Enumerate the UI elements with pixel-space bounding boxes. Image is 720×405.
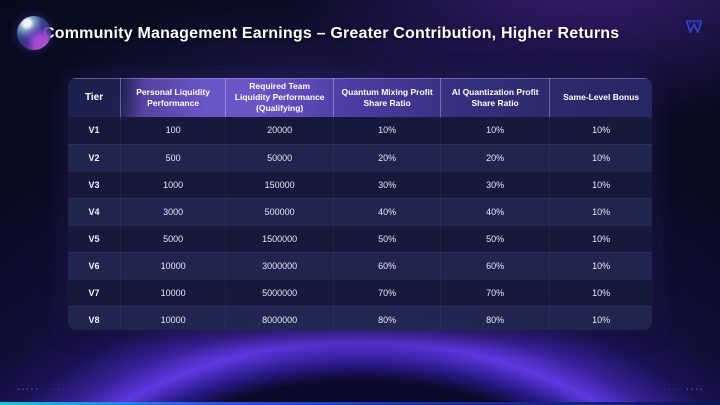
- table-cell: 10%: [549, 117, 652, 145]
- table-cell: 50%: [333, 224, 441, 253]
- table-cell: 1000: [120, 170, 226, 199]
- table-cell: 30%: [440, 170, 550, 199]
- footer-left-marks: •••••· ····: [17, 387, 67, 393]
- table-cell: 20%: [440, 143, 550, 172]
- table-cell: V2: [68, 143, 121, 172]
- table-cell: 60%: [333, 251, 441, 280]
- table-row: V1 100 20000 10% 10% 10%: [68, 117, 652, 145]
- table-cell: 80%: [333, 305, 441, 330]
- column-header: Required Team Liquidity Performance (Qua…: [225, 78, 334, 118]
- bottom-accent-line: [0, 402, 720, 405]
- table-cell: V8: [68, 305, 121, 330]
- table-cell: 3000: [120, 197, 226, 226]
- table-header-row: Tier Personal Liquidity Performance Requir…: [68, 78, 652, 118]
- table-cell: 10%: [549, 197, 652, 226]
- table-row: V8 10000 8000000 80% 80% 10%: [68, 305, 652, 330]
- table-row: V3 1000 150000 30% 30% 10%: [68, 170, 652, 199]
- column-header: Same-Level Bonus: [549, 78, 652, 118]
- table-cell: 5000: [120, 224, 226, 253]
- table-cell: 40%: [440, 197, 550, 226]
- table-cell: 10%: [549, 170, 652, 199]
- table-cell: V1: [88, 125, 100, 136]
- table-row: V2 500 50000 20% 20% 10%: [68, 143, 652, 172]
- table-cell: 10%: [549, 224, 652, 253]
- table-cell: 100: [120, 117, 226, 145]
- brand-lattice-icon: [685, 20, 703, 34]
- slide-title: Community Management Earnings – Greater …: [43, 25, 620, 42]
- table-cell: V6: [68, 251, 121, 280]
- table-cell: 10%: [333, 117, 441, 145]
- table-cell: 50000: [225, 143, 334, 172]
- table-cell: V5: [68, 224, 121, 253]
- table-cell: 50%: [440, 224, 550, 253]
- column-header: Personal Liquidity Performance: [120, 78, 226, 118]
- slide-header: Community Management Earnings – Greater …: [16, 14, 706, 54]
- table-cell: V7: [68, 278, 121, 307]
- earnings-table: Tier Personal Liquidity Performance Requir…: [68, 78, 652, 330]
- table-cell: 500000: [225, 197, 334, 226]
- table-cell: 30%: [333, 170, 441, 199]
- table-cell: 20%: [333, 143, 441, 172]
- table-cell: 3000000: [225, 251, 334, 280]
- table-cell: 8000000: [225, 305, 334, 330]
- table-cell: V4: [68, 197, 121, 226]
- table-cell: V3: [68, 170, 121, 199]
- table-cell: 500: [120, 143, 226, 172]
- column-header: Quantum Mixing Profit Share Ratio: [333, 78, 441, 118]
- table-cell: 10%: [440, 117, 550, 145]
- table-cell: 5000000: [225, 278, 334, 307]
- table-cell: 10%: [549, 143, 652, 172]
- table-cell: 10%: [549, 278, 652, 307]
- table-body: V1 100 20000 10% 10% 10% V2 500 50000 20% 20% 10% V3…: [68, 117, 652, 330]
- table-cell: 1500000: [225, 224, 334, 253]
- table-cell: 150000: [225, 170, 334, 199]
- table-cell: 10000: [120, 251, 226, 280]
- tier-table: Tier Personal Liquidity Performance Requir…: [68, 78, 652, 330]
- table-cell: 10%: [549, 305, 652, 330]
- table-cell: 40%: [333, 197, 441, 226]
- table-cell: 70%: [333, 278, 441, 307]
- table-row: V7 10000 5000000 70% 70% 10%: [68, 278, 652, 307]
- table-cell: 10000: [120, 278, 226, 307]
- table-cell: 10%: [549, 251, 652, 280]
- table-cell: 70%: [440, 278, 550, 307]
- table-cell: 60%: [440, 251, 550, 280]
- column-header: Tier: [84, 92, 104, 104]
- column-header: AI Quantization Profit Share Ratio: [440, 78, 550, 118]
- table-cell: 80%: [440, 305, 550, 330]
- table-row: V4 3000 500000 40% 40% 10%: [68, 197, 652, 226]
- table-row: V6 10000 3000000 60% 60% 10%: [68, 251, 652, 280]
- footer-right-marks: ···· ••••: [663, 387, 704, 393]
- table-cell: 20000: [225, 117, 334, 145]
- table-row: V5 5000 1500000 50% 50% 10%: [68, 224, 652, 253]
- table-cell: 10000: [120, 305, 226, 330]
- orb-logo-icon: [17, 16, 51, 50]
